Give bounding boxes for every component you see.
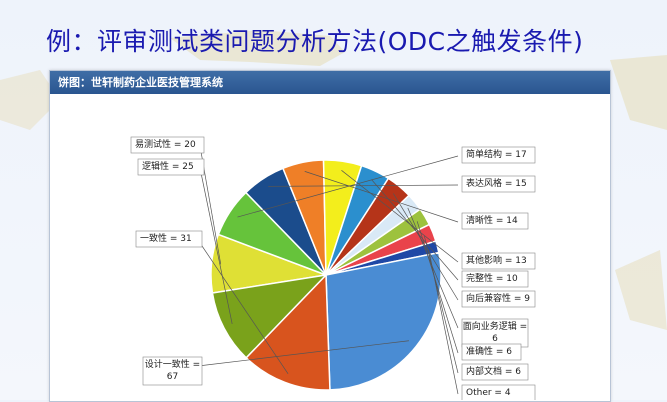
chart-panel: 饼图：世轩制药企业医技管理系统 易测试性 = 20 简单结构 = 17 表达风格 =… <box>49 70 611 402</box>
leader-line-4 <box>304 171 459 223</box>
pie-slice-12 <box>325 251 442 391</box>
data-label-box-4 <box>461 212 529 230</box>
leader-line-7 <box>393 193 459 301</box>
data-label-2: 简单结构 = 17 <box>466 148 527 160</box>
data-label-14: 逻辑性 = 25 <box>142 160 194 172</box>
data-label-box-11 <box>461 384 536 400</box>
leader-line-11 <box>428 249 459 395</box>
data-label-box-7 <box>461 290 536 308</box>
data-label-box-6 <box>461 270 529 288</box>
leader-line-8 <box>407 207 459 329</box>
leader-line-12 <box>197 340 409 367</box>
data-label-8: 6 <box>492 334 498 344</box>
data-label-13: 一致性 = 31 <box>140 232 192 244</box>
data-label-11: Other = 4 <box>466 388 511 398</box>
leader-line-10 <box>424 235 459 374</box>
leader-line-5 <box>341 170 459 263</box>
data-label-box-1 <box>130 136 205 154</box>
data-label-12: 设计一致性 = <box>145 358 200 370</box>
leader-line-13 <box>197 239 289 374</box>
pie-slice-14 <box>211 273 329 359</box>
leader-line-9 <box>416 221 459 354</box>
leader-line-3 <box>268 184 459 187</box>
leader-line-14 <box>199 167 233 324</box>
data-label-box-3 <box>461 175 536 193</box>
pie-slice-13 <box>245 273 331 391</box>
leader-line-6 <box>371 179 459 281</box>
data-label-box-2 <box>461 146 536 164</box>
data-label-box-14 <box>137 158 205 176</box>
data-label-1: 易测试性 = 20 <box>135 138 196 150</box>
data-label-box-12 <box>142 356 203 386</box>
data-label-5: 其他影响 = 13 <box>466 254 527 266</box>
data-label-10: 内部文档 = 6 <box>466 365 521 377</box>
data-label-6: 完整性 = 10 <box>466 272 518 284</box>
data-label-box-8 <box>461 318 529 348</box>
data-label-3: 表达风格 = 15 <box>466 177 527 189</box>
leader-line-2 <box>237 155 459 218</box>
data-label-box-9 <box>461 343 522 361</box>
data-label-4: 清晰性 = 14 <box>466 214 518 226</box>
data-label-12: 67 <box>167 372 178 382</box>
pie-chart: 易测试性 = 20 简单结构 = 17 表达风格 = 15 清晰性 = 14 其他影响 … <box>130 136 536 400</box>
data-label-box-10 <box>461 363 529 381</box>
data-label-7: 向后兼容性 = 9 <box>466 292 530 304</box>
data-label-8: 面向业务逻辑 = <box>463 320 527 332</box>
data-label-9: 准确性 = 6 <box>466 345 512 357</box>
data-label-box-13 <box>135 230 203 248</box>
slide-title: 例：评审测试类问题分析方法(ODC之触发条件) <box>46 27 584 56</box>
data-label-box-5 <box>461 252 536 270</box>
chart-panel-header: 饼图：世轩制药企业医技管理系统 <box>50 71 610 94</box>
